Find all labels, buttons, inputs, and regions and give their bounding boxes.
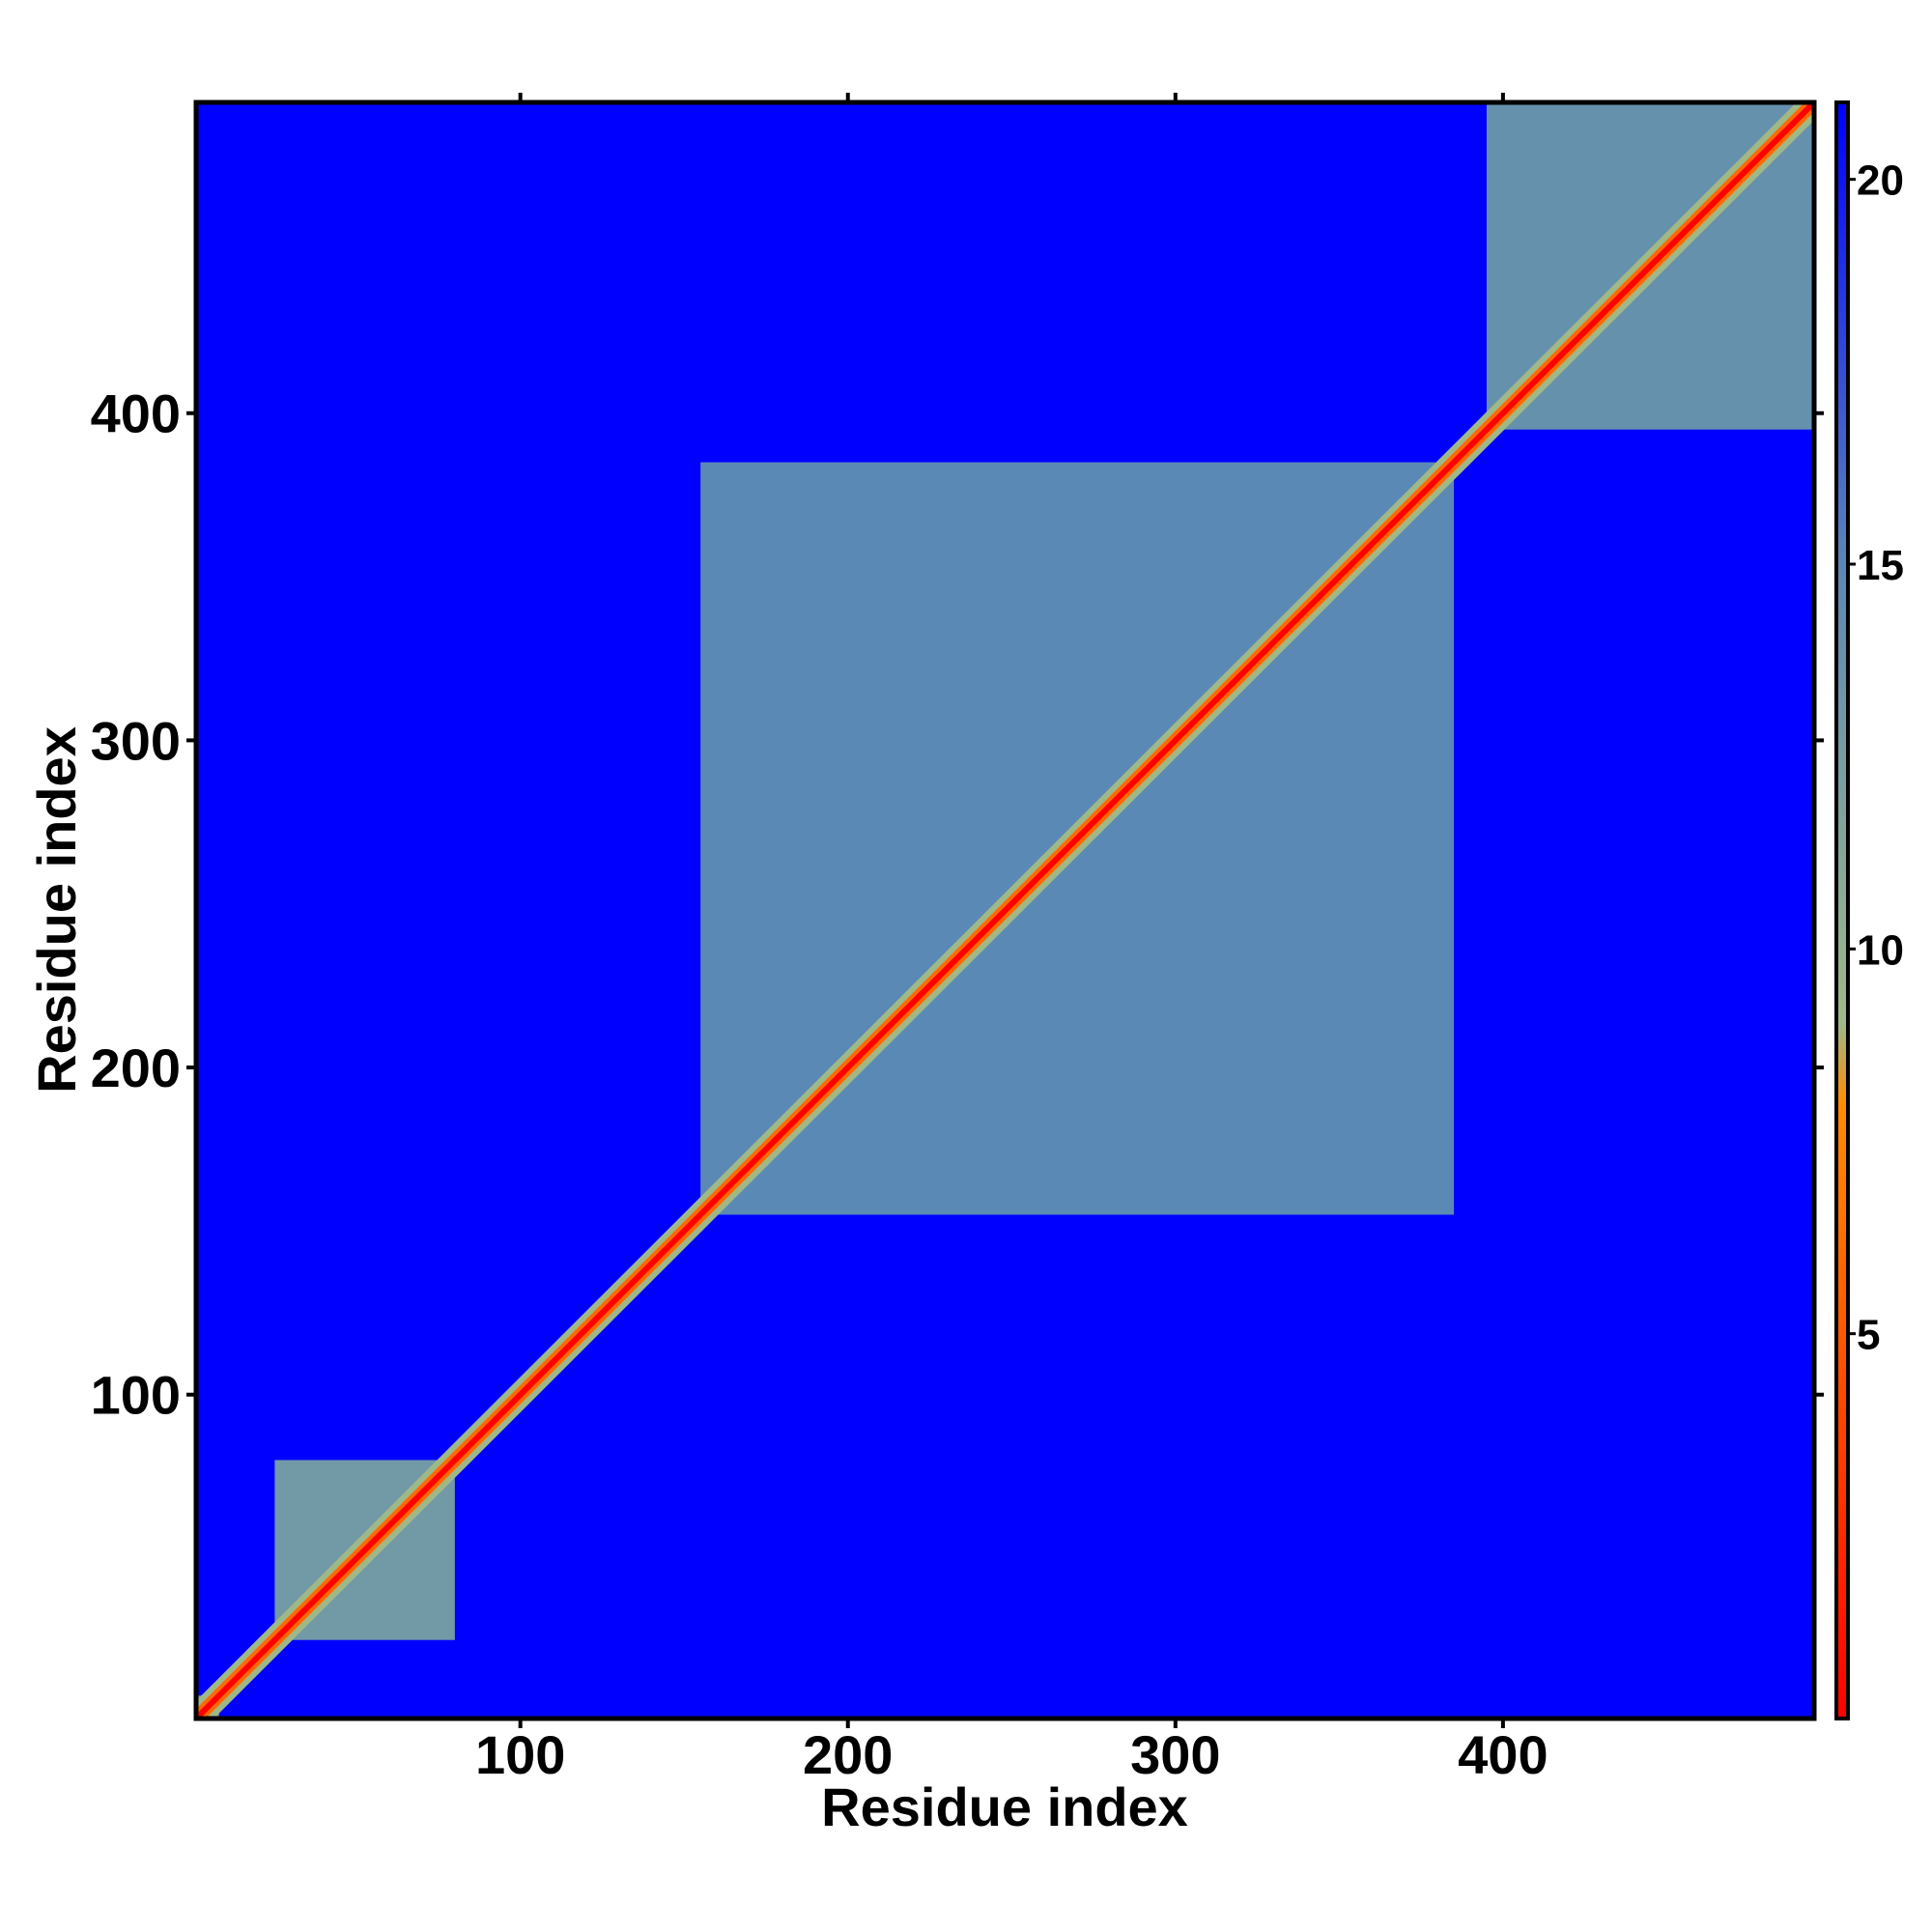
x-tick-label-0: 100 [475,1724,565,1785]
y-tick-label-3: 400 [91,384,181,444]
x-axis-ticks: 100 200 300 400 [475,93,1548,1785]
x-tick-label-2: 300 [1130,1724,1220,1785]
colorbar-tick-label-1: 10 [1857,926,1904,974]
x-tick-label-1: 200 [803,1724,893,1785]
colorbar-tick-label-3: 20 [1857,157,1904,205]
plot-frame [193,99,1817,1721]
colorbar-ticks: 5 10 15 20 [1848,157,1904,1359]
colorbar-tick-label-0: 5 [1857,1312,1880,1359]
y-tick-label-0: 100 [91,1365,181,1426]
diagonal-band [196,102,1814,1719]
y-axis-ticks: 100 200 300 400 [91,384,1824,1426]
diagonal-core [196,102,1814,1719]
colorbar: 5 10 15 20 [1834,100,1904,1720]
x-axis-label: Residue index [821,1776,1188,1837]
y-tick-label-1: 200 [91,1037,181,1098]
x-tick-label-3: 400 [1458,1724,1548,1785]
colorbar-tick-label-2: 15 [1857,542,1904,589]
heatmap-plot-area [196,102,1814,1719]
y-tick-label-2: 300 [91,710,181,771]
y-axis-label: Residue index [26,726,87,1094]
colorbar-gradient [1834,100,1850,1720]
